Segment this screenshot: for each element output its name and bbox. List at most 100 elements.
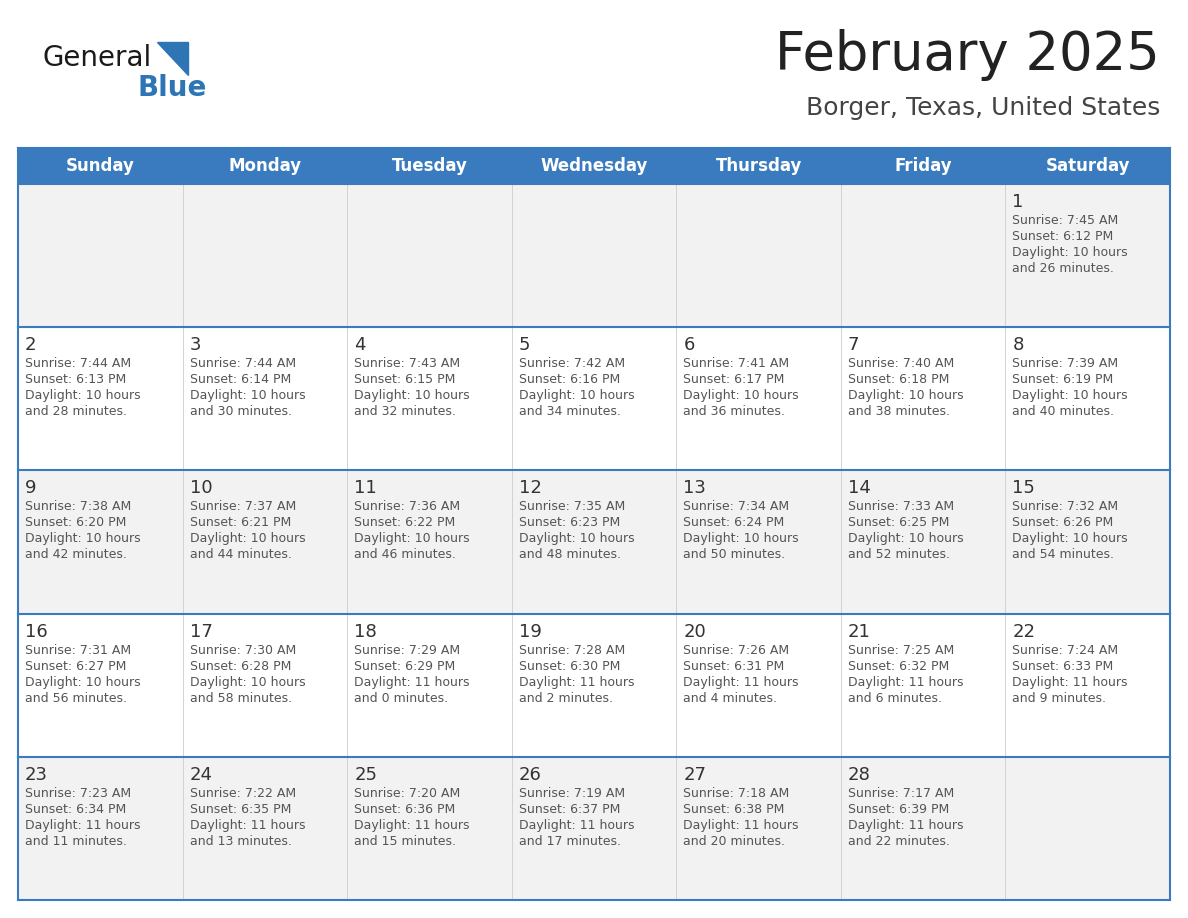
Text: and 4 minutes.: and 4 minutes. xyxy=(683,691,777,705)
Text: Daylight: 10 hours: Daylight: 10 hours xyxy=(25,532,140,545)
Text: 5: 5 xyxy=(519,336,530,354)
Bar xyxy=(18,184,1170,327)
Polygon shape xyxy=(157,42,188,75)
Text: Sunrise: 7:36 AM: Sunrise: 7:36 AM xyxy=(354,500,460,513)
Text: Sunset: 6:32 PM: Sunset: 6:32 PM xyxy=(848,660,949,673)
Text: 8: 8 xyxy=(1012,336,1024,354)
Bar xyxy=(18,613,1170,756)
Text: Sunrise: 7:20 AM: Sunrise: 7:20 AM xyxy=(354,787,461,800)
Text: 2: 2 xyxy=(25,336,37,354)
Text: 1: 1 xyxy=(1012,193,1024,211)
Text: Sunday: Sunday xyxy=(65,157,134,175)
Text: Sunrise: 7:45 AM: Sunrise: 7:45 AM xyxy=(1012,214,1119,227)
Text: Daylight: 10 hours: Daylight: 10 hours xyxy=(25,676,140,688)
Bar xyxy=(18,756,1170,900)
Text: Sunset: 6:27 PM: Sunset: 6:27 PM xyxy=(25,660,126,673)
Text: and 11 minutes.: and 11 minutes. xyxy=(25,834,127,848)
Text: Daylight: 11 hours: Daylight: 11 hours xyxy=(519,676,634,688)
Text: Sunset: 6:12 PM: Sunset: 6:12 PM xyxy=(1012,230,1113,243)
Text: and 56 minutes.: and 56 minutes. xyxy=(25,691,127,705)
Text: Sunset: 6:13 PM: Sunset: 6:13 PM xyxy=(25,374,126,386)
Text: and 28 minutes.: and 28 minutes. xyxy=(25,405,127,419)
Text: Sunset: 6:22 PM: Sunset: 6:22 PM xyxy=(354,517,455,530)
Text: Daylight: 10 hours: Daylight: 10 hours xyxy=(1012,532,1129,545)
Text: Sunset: 6:21 PM: Sunset: 6:21 PM xyxy=(190,517,291,530)
Text: and 20 minutes.: and 20 minutes. xyxy=(683,834,785,848)
Text: Daylight: 10 hours: Daylight: 10 hours xyxy=(848,532,963,545)
Text: 27: 27 xyxy=(683,766,707,784)
Text: 9: 9 xyxy=(25,479,37,498)
Text: Borger, Texas, United States: Borger, Texas, United States xyxy=(805,96,1159,120)
Text: Daylight: 11 hours: Daylight: 11 hours xyxy=(190,819,305,832)
Text: and 30 minutes.: and 30 minutes. xyxy=(190,405,291,419)
Text: Tuesday: Tuesday xyxy=(392,157,467,175)
Text: Daylight: 11 hours: Daylight: 11 hours xyxy=(683,676,798,688)
Text: Blue: Blue xyxy=(137,74,207,102)
Text: and 44 minutes.: and 44 minutes. xyxy=(190,548,291,562)
Text: Sunrise: 7:38 AM: Sunrise: 7:38 AM xyxy=(25,500,131,513)
Text: Sunrise: 7:41 AM: Sunrise: 7:41 AM xyxy=(683,357,789,370)
Text: 15: 15 xyxy=(1012,479,1035,498)
Text: 25: 25 xyxy=(354,766,377,784)
Text: Daylight: 10 hours: Daylight: 10 hours xyxy=(190,676,305,688)
Text: and 17 minutes.: and 17 minutes. xyxy=(519,834,620,848)
Text: and 26 minutes.: and 26 minutes. xyxy=(1012,262,1114,275)
Text: and 13 minutes.: and 13 minutes. xyxy=(190,834,291,848)
Text: and 6 minutes.: and 6 minutes. xyxy=(848,691,942,705)
Text: 21: 21 xyxy=(848,622,871,641)
Text: and 32 minutes.: and 32 minutes. xyxy=(354,405,456,419)
Text: Daylight: 10 hours: Daylight: 10 hours xyxy=(25,389,140,402)
Text: Sunrise: 7:18 AM: Sunrise: 7:18 AM xyxy=(683,787,790,800)
Text: Daylight: 11 hours: Daylight: 11 hours xyxy=(354,819,469,832)
Text: Sunrise: 7:30 AM: Sunrise: 7:30 AM xyxy=(190,644,296,656)
Text: 10: 10 xyxy=(190,479,213,498)
Bar xyxy=(18,327,1170,470)
Text: Sunrise: 7:37 AM: Sunrise: 7:37 AM xyxy=(190,500,296,513)
Text: Sunset: 6:26 PM: Sunset: 6:26 PM xyxy=(1012,517,1113,530)
Text: Sunset: 6:16 PM: Sunset: 6:16 PM xyxy=(519,374,620,386)
Text: 7: 7 xyxy=(848,336,859,354)
Text: Sunrise: 7:29 AM: Sunrise: 7:29 AM xyxy=(354,644,460,656)
Text: 18: 18 xyxy=(354,622,377,641)
Text: Daylight: 11 hours: Daylight: 11 hours xyxy=(519,819,634,832)
Text: Daylight: 10 hours: Daylight: 10 hours xyxy=(519,532,634,545)
Text: Sunset: 6:37 PM: Sunset: 6:37 PM xyxy=(519,803,620,816)
Text: 26: 26 xyxy=(519,766,542,784)
Text: 12: 12 xyxy=(519,479,542,498)
Text: Sunrise: 7:22 AM: Sunrise: 7:22 AM xyxy=(190,787,296,800)
Text: Daylight: 10 hours: Daylight: 10 hours xyxy=(683,532,798,545)
Text: and 48 minutes.: and 48 minutes. xyxy=(519,548,620,562)
Text: Sunset: 6:23 PM: Sunset: 6:23 PM xyxy=(519,517,620,530)
Text: Daylight: 11 hours: Daylight: 11 hours xyxy=(848,676,963,688)
Text: Sunset: 6:34 PM: Sunset: 6:34 PM xyxy=(25,803,126,816)
Text: Sunrise: 7:31 AM: Sunrise: 7:31 AM xyxy=(25,644,131,656)
Text: and 9 minutes.: and 9 minutes. xyxy=(1012,691,1106,705)
Text: Sunrise: 7:32 AM: Sunrise: 7:32 AM xyxy=(1012,500,1119,513)
Text: Sunset: 6:29 PM: Sunset: 6:29 PM xyxy=(354,660,455,673)
Text: Sunset: 6:39 PM: Sunset: 6:39 PM xyxy=(848,803,949,816)
Text: and 58 minutes.: and 58 minutes. xyxy=(190,691,292,705)
Text: and 2 minutes.: and 2 minutes. xyxy=(519,691,613,705)
Bar xyxy=(18,148,1170,184)
Bar xyxy=(18,470,1170,613)
Text: Thursday: Thursday xyxy=(715,157,802,175)
Text: Sunrise: 7:42 AM: Sunrise: 7:42 AM xyxy=(519,357,625,370)
Text: Daylight: 11 hours: Daylight: 11 hours xyxy=(683,819,798,832)
Text: Daylight: 10 hours: Daylight: 10 hours xyxy=(848,389,963,402)
Text: Sunset: 6:36 PM: Sunset: 6:36 PM xyxy=(354,803,455,816)
Text: 16: 16 xyxy=(25,622,48,641)
Text: Daylight: 10 hours: Daylight: 10 hours xyxy=(190,532,305,545)
Text: Monday: Monday xyxy=(228,157,302,175)
Text: General: General xyxy=(42,44,151,72)
Text: Sunrise: 7:34 AM: Sunrise: 7:34 AM xyxy=(683,500,789,513)
Text: Sunset: 6:30 PM: Sunset: 6:30 PM xyxy=(519,660,620,673)
Text: 17: 17 xyxy=(190,622,213,641)
Text: and 36 minutes.: and 36 minutes. xyxy=(683,405,785,419)
Text: Sunrise: 7:40 AM: Sunrise: 7:40 AM xyxy=(848,357,954,370)
Text: Daylight: 10 hours: Daylight: 10 hours xyxy=(354,389,469,402)
Text: Daylight: 11 hours: Daylight: 11 hours xyxy=(25,819,140,832)
Text: Daylight: 10 hours: Daylight: 10 hours xyxy=(190,389,305,402)
Text: Saturday: Saturday xyxy=(1045,157,1130,175)
Text: 3: 3 xyxy=(190,336,201,354)
Text: 14: 14 xyxy=(848,479,871,498)
